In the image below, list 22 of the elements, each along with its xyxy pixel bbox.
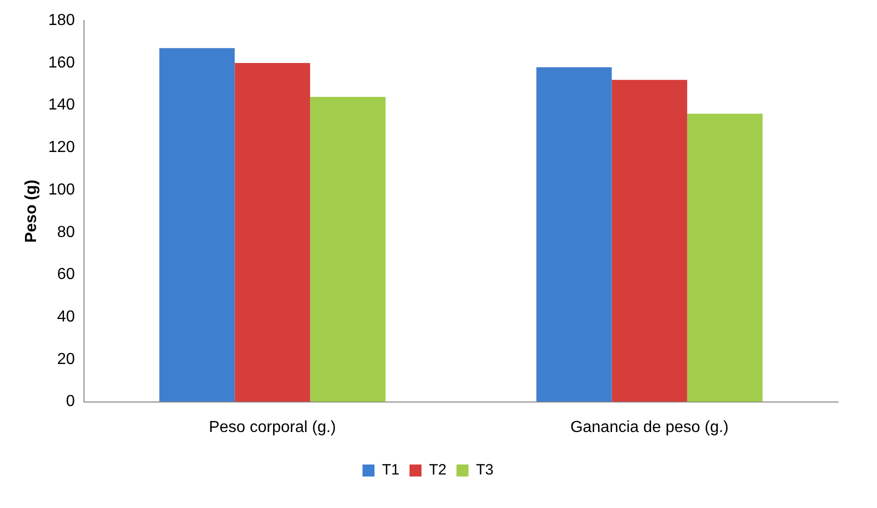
y-tick-label: 180 <box>48 12 75 30</box>
bar <box>612 80 688 402</box>
y-tick-label: 100 <box>48 181 75 198</box>
y-tick-label: 160 <box>48 54 75 72</box>
legend-label: T3 <box>476 462 494 479</box>
legend-label: T1 <box>382 462 400 479</box>
legend-label: T2 <box>429 462 447 479</box>
bar <box>687 114 763 402</box>
bar <box>536 67 612 402</box>
x-tick-label: Peso corporal (g.) <box>208 418 336 436</box>
x-tick-label: Ganancia de peso (g.) <box>570 418 729 436</box>
y-tick-label: 0 <box>66 393 75 410</box>
bar <box>234 62 310 402</box>
bar <box>159 48 235 402</box>
y-tick-label: 40 <box>57 308 75 326</box>
y-tick-label: 140 <box>48 96 75 114</box>
bar <box>310 96 386 402</box>
y-tick-label: 20 <box>57 350 75 368</box>
y-axis-title: Peso (g) <box>23 180 40 243</box>
y-tick-label: 120 <box>48 139 75 156</box>
y-tick-label: 80 <box>57 224 75 241</box>
y-tick-label: 60 <box>57 266 75 284</box>
